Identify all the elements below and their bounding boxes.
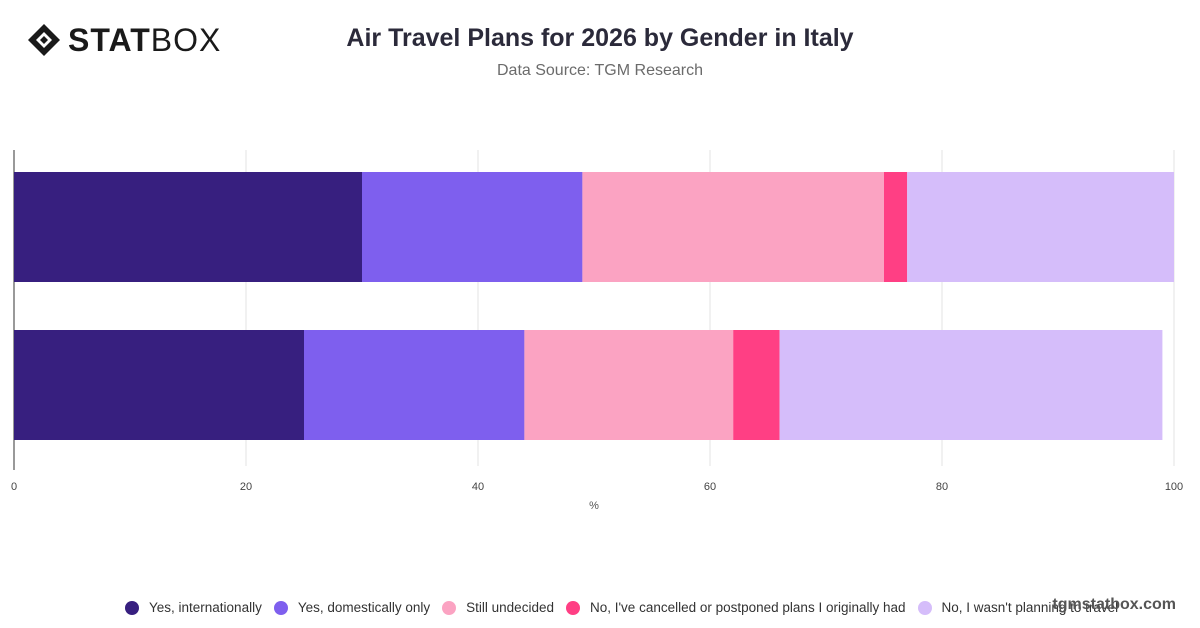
x-axis-title: % (589, 500, 599, 512)
bar-segment-5 (779, 330, 1163, 440)
chart-subtitle: Data Source: TGM Research (496, 62, 703, 79)
x-tick-label: 60 (704, 481, 716, 493)
legend-swatch (917, 600, 932, 615)
bar-segment-1 (14, 172, 362, 282)
x-tick-label: 0 (11, 481, 17, 493)
bar-segment-4 (884, 172, 908, 282)
chart-legend: Yes, internationally Yes, domestically on… (125, 600, 1130, 615)
bar-segment-5 (907, 172, 1174, 282)
bar-segment-3 (524, 330, 734, 440)
x-tick-label: 40 (472, 481, 484, 493)
legend-label: Yes, domestically only (297, 600, 431, 615)
bar-segment-2 (304, 330, 525, 440)
legend-swatch (442, 600, 457, 615)
x-tick-label: 100 (1165, 481, 1183, 493)
diamond-logo-icon (28, 24, 60, 56)
legend-label: No, I've cancelled or postponed plans I … (589, 600, 906, 615)
x-tick-label: 20 (240, 481, 252, 493)
logo-wordmark-light: BOX (150, 22, 222, 58)
legend-item[interactable]: No, I wasn't planning to travel (917, 600, 1119, 615)
legend-swatch (125, 600, 139, 615)
chart-title: Air Travel Plans for 2026 by Gender in I… (346, 24, 854, 52)
bar-segment-1 (14, 330, 304, 440)
logo-wordmark-bold: STAT (68, 22, 151, 58)
legend-label: Still undecided (466, 600, 554, 615)
legend-item[interactable]: Yes, domestically only (273, 600, 431, 615)
legend-item[interactable]: Yes, internationally (125, 600, 262, 615)
legend-label: No, I wasn't planning to travel (941, 600, 1119, 615)
x-tick-label: 80 (936, 481, 948, 493)
bar-segment-4 (733, 330, 780, 440)
statbox-logo: STATBOX (26, 22, 221, 58)
watermark: tgmstatbox.com (1052, 596, 1176, 613)
legend-item[interactable]: Still undecided (442, 600, 554, 615)
logo-wordmark: STATBOX (68, 22, 221, 58)
legend-item[interactable]: No, I've cancelled or postponed plans I … (565, 600, 906, 615)
bar-segment-3 (582, 172, 884, 282)
bar-segment-2 (362, 172, 583, 282)
legend-label: Yes, internationally (149, 600, 262, 615)
legend-swatch (273, 600, 288, 615)
legend-swatch (565, 600, 580, 615)
